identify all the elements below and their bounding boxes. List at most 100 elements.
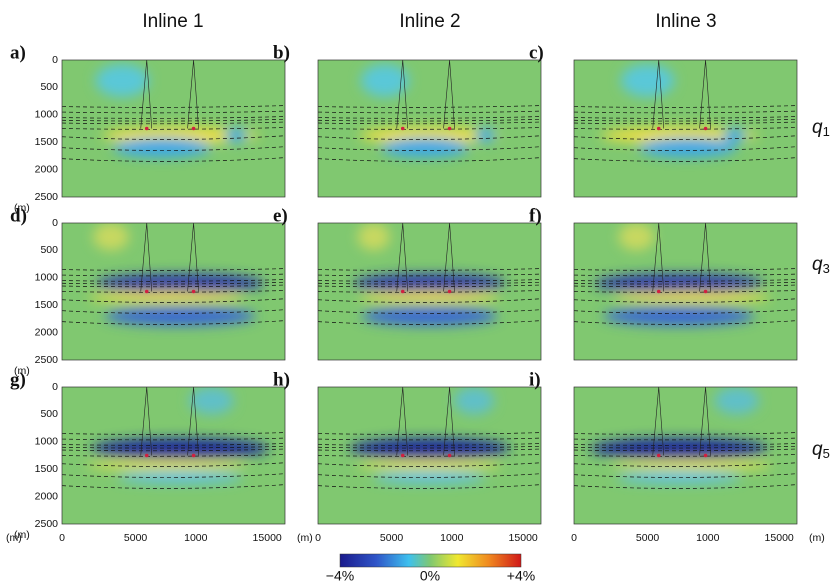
- anomaly: [113, 138, 212, 158]
- panel: [573, 222, 798, 361]
- panel: [573, 386, 798, 525]
- well: [187, 59, 199, 129]
- well-marker: [191, 126, 196, 131]
- anomalies: [353, 223, 506, 326]
- column-header: Inline 3: [655, 11, 716, 32]
- anomalies: [86, 387, 270, 483]
- well-marker: [144, 453, 149, 458]
- anomaly: [589, 438, 769, 459]
- panel-frame: [317, 59, 542, 198]
- y-tick-label: 1500: [35, 299, 59, 311]
- anomaly: [594, 273, 764, 293]
- anomaly: [90, 438, 270, 459]
- row-symbol: q: [812, 439, 823, 460]
- anomaly: [723, 128, 746, 143]
- well: [443, 222, 455, 292]
- anomaly: [620, 64, 675, 97]
- anomaly: [93, 223, 129, 251]
- panel-label: g): [10, 369, 26, 390]
- panel-label: b): [273, 42, 290, 63]
- y-tick-label: 1000: [35, 109, 59, 121]
- panel: [573, 59, 798, 198]
- well-marker: [656, 126, 661, 131]
- well-marker: [144, 126, 149, 131]
- anomalies: [88, 223, 265, 326]
- panel-frame: [61, 222, 286, 361]
- anomaly: [86, 460, 248, 470]
- anomaly: [714, 387, 760, 415]
- anomaly: [602, 306, 755, 326]
- well: [699, 386, 711, 456]
- anomaly: [380, 138, 470, 158]
- panel: [61, 386, 286, 525]
- well-marker: [447, 126, 452, 131]
- anomaly: [349, 438, 510, 459]
- anomaly: [357, 460, 502, 470]
- panel: [317, 222, 542, 361]
- anomalies: [349, 387, 510, 483]
- y-tick-label: 0: [52, 381, 58, 393]
- anomaly: [117, 471, 243, 483]
- x-tick-label: 5000: [636, 532, 660, 544]
- anomalies: [594, 223, 771, 326]
- panel-frame: [573, 222, 798, 361]
- panel-label: e): [273, 205, 288, 226]
- y-tick-label: 500: [40, 408, 58, 420]
- row-symbol: q: [812, 254, 823, 275]
- x-unit: (m): [6, 532, 22, 544]
- anomaly: [88, 291, 245, 303]
- y-unit: (m): [14, 365, 30, 377]
- well-marker: [191, 289, 196, 294]
- well-marker: [447, 453, 452, 458]
- panel: [317, 59, 542, 198]
- x-tick-label: 15000: [253, 532, 282, 544]
- y-unit: (m): [14, 529, 30, 541]
- anomaly: [618, 223, 655, 251]
- x-unit: (m): [809, 532, 825, 544]
- x-tick-label: 0: [59, 532, 65, 544]
- x-tick-label: 15000: [509, 532, 538, 544]
- anomaly: [361, 306, 498, 326]
- column-header: Inline 2: [399, 11, 460, 32]
- panel-label: c): [529, 42, 544, 63]
- colorbar: [339, 553, 522, 568]
- row-label: q1: [812, 117, 830, 139]
- well-marker: [703, 126, 708, 131]
- anomaly: [638, 138, 737, 158]
- anomaly: [189, 387, 234, 415]
- panel-frame: [573, 386, 798, 525]
- well: [443, 386, 455, 456]
- y-tick-label: 2500: [35, 518, 59, 530]
- y-tick-label: 2000: [35, 326, 59, 338]
- colorbar-label: −4%: [326, 568, 354, 584]
- anomaly: [454, 387, 495, 415]
- well: [396, 386, 409, 456]
- anomaly: [104, 306, 257, 326]
- anomaly: [95, 64, 149, 97]
- anomaly: [359, 127, 500, 144]
- well: [396, 222, 409, 292]
- panel-label: a): [10, 42, 26, 63]
- well-marker: [144, 289, 149, 294]
- anomaly: [373, 471, 486, 483]
- x-tick-label: 5000: [380, 532, 404, 544]
- well: [140, 222, 153, 292]
- y-tick-label: 0: [52, 217, 58, 229]
- y-tick-label: 500: [40, 244, 58, 256]
- anomaly: [611, 460, 773, 470]
- row-symbol: q: [812, 117, 823, 138]
- anomaly: [616, 471, 742, 483]
- well: [443, 59, 455, 129]
- anomaly: [359, 291, 500, 303]
- anomaly: [475, 128, 496, 143]
- panel-label: i): [529, 369, 541, 390]
- anomaly: [357, 223, 390, 251]
- x-tick-label: 5000: [124, 532, 148, 544]
- panel-label: d): [10, 205, 27, 226]
- panel-frame: [61, 386, 286, 525]
- anomaly: [95, 273, 265, 293]
- well-marker: [400, 289, 405, 294]
- anomaly: [360, 64, 409, 97]
- panel-frame: [317, 222, 542, 361]
